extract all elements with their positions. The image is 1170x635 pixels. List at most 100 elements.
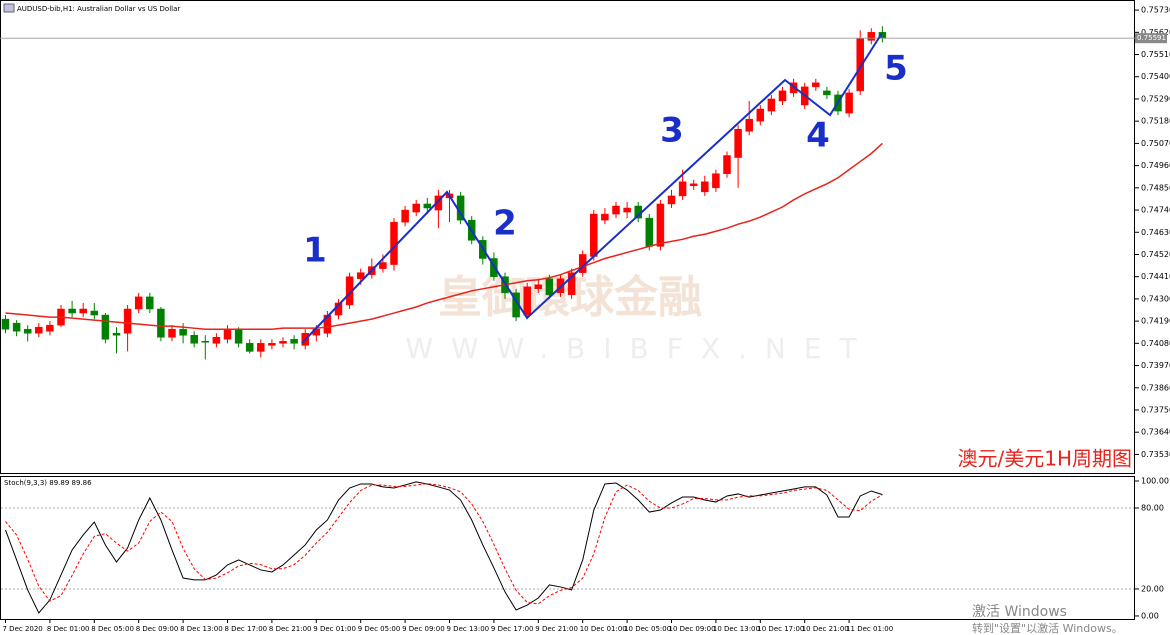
x-tick-label: 9 Dec 13:00 — [447, 625, 490, 633]
candle-body — [356, 272, 365, 279]
candle-body — [234, 328, 243, 344]
stoch-line — [5, 483, 883, 605]
candle-body — [35, 326, 43, 334]
candle-body — [212, 337, 221, 344]
wave-label: 3 — [660, 111, 684, 151]
candle-body — [379, 262, 387, 269]
y-tick-label: 80.00 — [1141, 503, 1164, 512]
candle-body — [767, 98, 776, 112]
watermark-url: WWW.BIBFX.NET — [405, 332, 874, 365]
candle-body — [279, 341, 287, 344]
candle-body — [567, 272, 576, 296]
y-tick-label: 0.73530 — [1141, 450, 1170, 459]
candle-body — [523, 286, 531, 316]
candle-body — [545, 278, 554, 296]
symbol-icon — [3, 3, 15, 13]
moving-average — [5, 142, 883, 330]
caption: 澳元/美元1H周期图 — [957, 447, 1132, 471]
candle-body — [223, 328, 232, 340]
x-tick-label: 8 Dec 21:00 — [269, 625, 312, 633]
y-tick-label: 100.00 — [1141, 476, 1169, 485]
candle-body — [623, 207, 631, 213]
x-tick-label: 10 Dec 09:00 — [669, 625, 716, 633]
x-tick-label: 11 Dec 01:00 — [846, 625, 893, 633]
candle-body — [46, 324, 54, 332]
candle-body — [823, 90, 831, 96]
candle-body — [412, 203, 420, 213]
candle-body — [168, 328, 176, 338]
x-tick-label: 10 Dec 21:00 — [802, 625, 849, 633]
candle-body — [590, 213, 598, 257]
candle-body — [290, 339, 298, 344]
candle-body — [745, 118, 753, 132]
x-tick-label: 10 Dec 05:00 — [624, 625, 671, 633]
candle-body — [701, 181, 709, 193]
candle-body — [201, 341, 210, 343]
candle-body — [612, 205, 620, 215]
x-tick-label: 7 Dec 2020 — [3, 625, 43, 633]
y-tick-label: 20.00 — [1141, 584, 1164, 593]
candle-body — [734, 129, 742, 158]
stoch-frame — [0, 476, 1135, 620]
candle-body — [667, 195, 676, 205]
candle-body — [134, 296, 143, 310]
candle-body — [401, 209, 409, 223]
x-tick-label: 9 Dec 21:00 — [535, 625, 578, 633]
wave-label: 5 — [884, 49, 908, 89]
x-tick-label: 10 Dec 01:00 — [580, 625, 627, 633]
candle-body — [1, 318, 10, 330]
x-tick-label: 9 Dec 01:00 — [313, 625, 356, 633]
candle-body — [12, 322, 21, 332]
current-price-label: 0.75591 — [1137, 34, 1166, 42]
candle-body — [756, 108, 765, 122]
wave-label: 2 — [493, 204, 517, 244]
main-frame — [0, 0, 1135, 474]
stoch-line — [5, 481, 883, 614]
candle-body — [812, 82, 820, 88]
candle-body — [268, 343, 276, 346]
windows-activate: 激活 Windows — [972, 603, 1067, 620]
candle-body — [678, 181, 687, 197]
current-price-box — [1135, 33, 1167, 44]
x-tick-label: 8 Dec 17:00 — [225, 625, 268, 633]
candle-body — [245, 343, 254, 352]
candle-body — [146, 296, 154, 310]
candle-body — [423, 203, 432, 209]
candle-body — [190, 335, 198, 344]
candle-body — [534, 284, 543, 290]
candle-body — [123, 308, 132, 334]
candle-body — [656, 203, 665, 247]
candle-body — [79, 308, 87, 314]
x-tick-label: 8 Dec 09:00 — [136, 625, 179, 633]
windows-hint: 转到"设置"以激活 Windows。 — [972, 621, 1123, 635]
x-tick-label: 8 Dec 13:00 — [180, 625, 223, 633]
candle-body — [157, 308, 165, 338]
x-tick-label: 8 Dec 05:00 — [91, 625, 134, 633]
x-tick-label: 9 Dec 09:00 — [402, 625, 445, 633]
candle-body — [601, 213, 609, 221]
x-tick-label: 9 Dec 05:00 — [358, 625, 401, 633]
x-tick-label: 8 Dec 01:00 — [47, 625, 90, 633]
wave-label: 1 — [303, 231, 327, 271]
x-tick-label: 10 Dec 13:00 — [713, 625, 760, 633]
x-tick-label: 10 Dec 17:00 — [757, 625, 804, 633]
candle-body — [257, 343, 265, 352]
candle-body — [434, 195, 443, 211]
candle-body — [179, 328, 187, 336]
wave-lines — [301, 32, 883, 344]
candle-body — [723, 155, 731, 174]
